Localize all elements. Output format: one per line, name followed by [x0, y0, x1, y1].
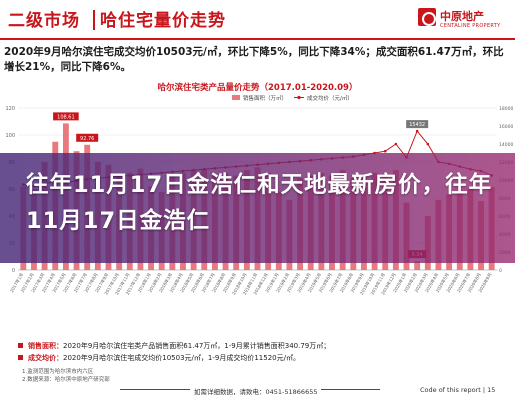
centaline-logo: 中原地产 CENTALINE PROPERTY: [418, 6, 510, 34]
legend-swatch-bar: [232, 95, 240, 100]
point-avg-price: [394, 142, 398, 146]
bullet-key: 成交均价：: [28, 354, 63, 362]
data-label: 92.76: [80, 136, 94, 142]
y-left-tick-label: 0: [12, 268, 15, 274]
y-right-tick-label: 16000: [499, 124, 513, 130]
chart-title: 哈尔滨住宅类产品量价走势（2017.01-2020.09）: [158, 82, 358, 93]
report-header: 二级市场 哈住宅量价走势 中原地产 CENTALINE PROPERTY: [0, 0, 515, 40]
section-subtitle: 哈住宅量价走势: [100, 11, 226, 31]
section-title: 二级市场: [8, 11, 80, 31]
source-notes: 1.监测范围为哈尔滨市内六区 2.数据来源：哈尔滨中原地产研究部: [22, 368, 110, 384]
data-label: 108.61: [57, 114, 75, 120]
page-info: Code of this report | 15: [420, 386, 496, 394]
y-right-tick-label: 18000: [499, 106, 513, 112]
y-left-tick-label: 100: [5, 133, 15, 139]
title-overlay-banner: 往年11月17日金浩仁和天地最新房价，往年11月17日金浩仁: [0, 153, 515, 263]
y-right-tick-label: 0: [499, 268, 502, 274]
note-source: 2.数据来源：哈尔滨中原地产研究部: [22, 377, 110, 383]
y-right-tick-label: 14000: [499, 142, 513, 148]
bullet-key: 销售面积：: [28, 342, 63, 350]
data-label-box: [406, 120, 429, 129]
overlay-title: 往年11月17日金浩仁和天地最新房价，往年11月17日金浩仁: [26, 172, 493, 234]
title-divider: [93, 10, 95, 30]
y-left-tick-label: 120: [5, 106, 15, 112]
logo-en-text: CENTALINE PROPERTY: [440, 23, 501, 29]
bullet-sales-area: 销售面积：2020年9月哈尔滨住宅类产品销售面积61.47万㎡，1-9月累计销售…: [18, 340, 498, 352]
legend-label-area: 销售面积（万㎡）: [243, 94, 287, 102]
logo-cn-text: 中原地产: [440, 10, 484, 23]
report-code-label: Code of this report: [420, 386, 481, 394]
point-avg-price: [415, 129, 419, 133]
point-avg-price: [426, 142, 430, 146]
note-scope: 1.监测范围为哈尔滨市内六区: [22, 369, 94, 375]
legend-swatch-dot: [297, 95, 301, 100]
data-label-box: [53, 112, 79, 121]
bullet-avg-price: 成交均价：2020年9月哈尔滨住宅成交均价10503元/㎡，1-9月成交均价11…: [18, 352, 498, 364]
bullet-list: 销售面积：2020年9月哈尔滨住宅类产品销售面积61.47万㎡，1-9月累计销售…: [18, 340, 498, 364]
bullet-text: 2020年9月哈尔滨住宅类产品销售面积61.47万㎡，1-9月累计销售面积340…: [63, 342, 331, 350]
page-number: 15: [487, 386, 496, 394]
data-label-box: [76, 133, 99, 142]
summary-text: 2020年9月哈尔滨住宅成交均价10503元/㎡，环比下降5%，同比下降34%；…: [4, 46, 504, 73]
point-avg-price: [383, 149, 387, 153]
bar-sales-area: [414, 261, 421, 270]
logo-icon: [418, 8, 436, 26]
data-label: 15432: [409, 122, 425, 128]
bullet-text: 2020年9月哈尔滨住宅成交均价10503元/㎡，1-9月成交均价11520元/…: [63, 354, 300, 362]
legend-label-price: 成交均价（元/㎡）: [307, 94, 353, 102]
footer-contact: 如需详细数据，请致电：0451-51866655: [190, 386, 322, 396]
